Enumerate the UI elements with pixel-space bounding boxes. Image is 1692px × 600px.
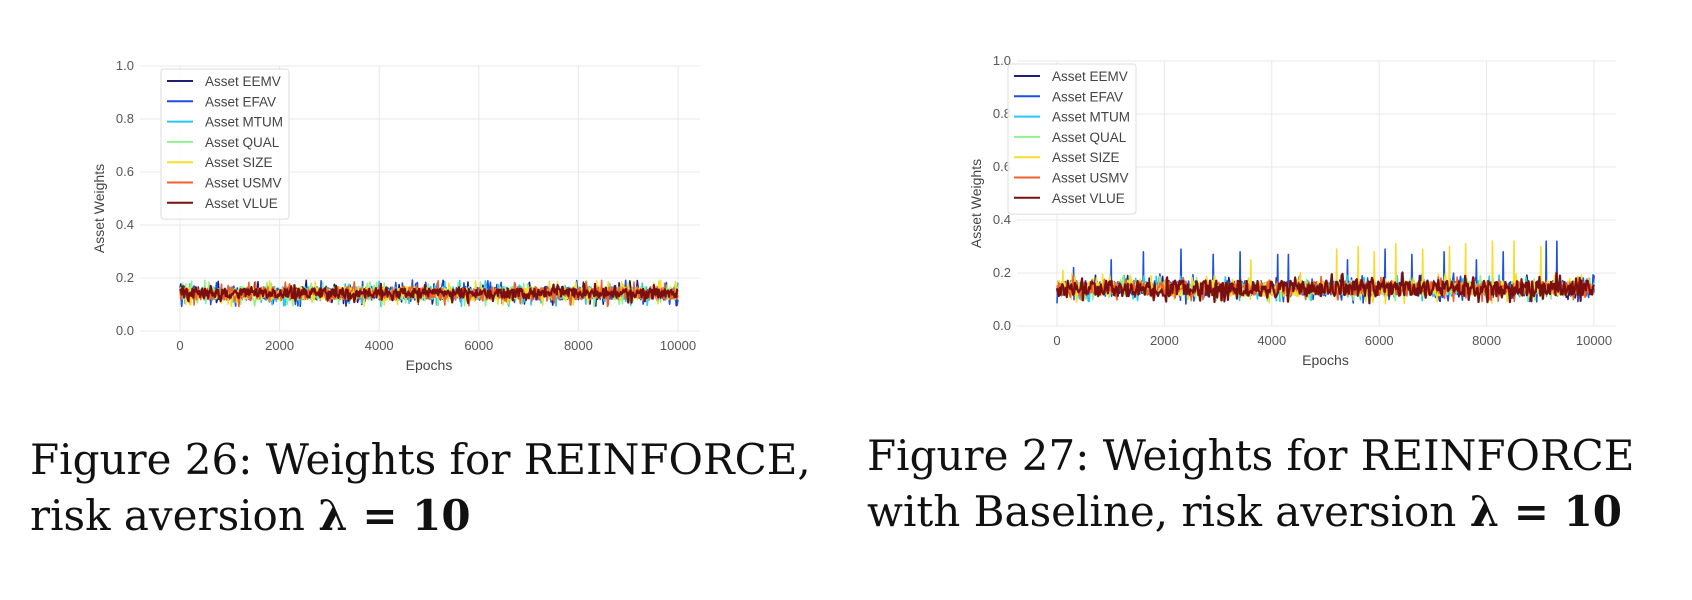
figure-27-caption: Figure 27: Weights for REINFORCE with Ba…: [867, 428, 1687, 540]
x-tick-label: 0: [1053, 333, 1060, 348]
legend: Asset EEMV Asset EFAV Asset MTUM Asset QUAL…: [1007, 63, 1137, 215]
x-tick-label: 6000: [1365, 333, 1394, 348]
figure-26-caption-math: λ = 10: [318, 491, 471, 540]
legend: Asset EEMV Asset EFAV Asset MTUM Asset QUAL…: [160, 68, 290, 220]
figure-26-panel: 0.0 0.2 0.4 0.6 0.8 1.0 0 2000 4000 6000 8000 10000…: [30, 58, 830, 544]
y-tick-label: 1.0: [993, 53, 1011, 68]
y-tick-label: 0.6: [993, 159, 1011, 174]
series-line-asset-vlue: [1055, 271, 1595, 305]
legend-label: Asset EEMV: [205, 74, 281, 89]
figure-27-chart: 0.0 0.2 0.4 0.6 0.8 1.0 0 2000 4000 6000 8000 10000…: [968, 53, 1616, 368]
x-axis-label: Epochs: [1302, 352, 1349, 368]
x-axis-label: Epochs: [406, 357, 453, 373]
y-tick-label: 0.4: [993, 212, 1011, 227]
figure-26-caption-prefix: Figure 26:: [30, 435, 253, 484]
figure-26-caption: Figure 26: Weights for REINFORCE, risk a…: [30, 432, 830, 544]
figure-27-caption-line2: with Baseline, risk aversion: [867, 487, 1457, 536]
y-tick-label: 0.6: [116, 164, 134, 179]
figure-26-caption-line1: Weights for REINFORCE,: [265, 435, 811, 484]
y-tick-label: 0.4: [116, 217, 134, 232]
legend-label: Asset EFAV: [205, 94, 276, 109]
x-tick-label: 8000: [564, 338, 593, 353]
legend-label: Asset VLUE: [205, 196, 278, 211]
legend-label: Asset EEMV: [1052, 69, 1128, 84]
legend-label: Asset MTUM: [1052, 110, 1130, 125]
y-tick-label: 0.8: [993, 106, 1011, 121]
y-tick-label: 0.0: [116, 323, 134, 338]
legend-label: Asset USMV: [1052, 171, 1129, 186]
legend-label: Asset USMV: [205, 176, 282, 191]
figure-26-caption-line2: risk aversion: [30, 491, 305, 540]
legend-label: Asset SIZE: [205, 155, 273, 170]
y-tick-label: 0.0: [993, 318, 1011, 333]
figure-26-chart: 0.0 0.2 0.4 0.6 0.8 1.0 0 2000 4000 6000 8000 10000…: [91, 58, 700, 373]
figure-27-caption-line1: Weights for REINFORCE: [1102, 431, 1635, 480]
y-tick-label: 0.2: [116, 270, 134, 285]
figure-27-panel: 0.0 0.2 0.4 0.6 0.8 1.0 0 2000 4000 6000 8000 10000…: [846, 0, 1692, 600]
legend-label: Asset VLUE: [1052, 191, 1125, 206]
x-tick-label: 0: [176, 338, 183, 353]
figure-27-caption-prefix: Figure 27:: [867, 431, 1090, 480]
x-tick-label: 2000: [1150, 333, 1179, 348]
series-line-asset-vlue: [179, 282, 679, 304]
y-tick-label: 0.2: [993, 265, 1011, 280]
y-tick-label: 0.8: [116, 111, 134, 126]
x-tick-label: 6000: [464, 338, 493, 353]
x-tick-label: 4000: [1257, 333, 1286, 348]
y-tick-label: 1.0: [116, 58, 134, 73]
x-tick-label: 10000: [1576, 333, 1612, 348]
x-tick-label: 10000: [660, 338, 696, 353]
legend-label: Asset QUAL: [205, 135, 280, 150]
x-tick-label: 4000: [365, 338, 394, 353]
y-axis-label: Asset Weights: [91, 164, 107, 253]
legend-label: Asset EFAV: [1052, 89, 1123, 104]
figure-27-caption-math: λ = 10: [1469, 487, 1623, 536]
x-tick-label: 8000: [1472, 333, 1501, 348]
legend-label: Asset SIZE: [1052, 150, 1120, 165]
y-axis-label: Asset Weights: [968, 159, 984, 248]
legend-label: Asset QUAL: [1052, 130, 1127, 145]
x-tick-label: 2000: [265, 338, 294, 353]
legend-label: Asset MTUM: [205, 115, 283, 130]
